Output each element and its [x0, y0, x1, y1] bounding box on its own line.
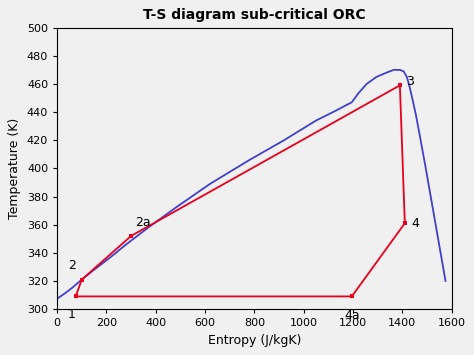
Text: 2: 2 [68, 260, 76, 273]
Text: 4a: 4a [344, 309, 360, 322]
Text: 2a: 2a [135, 216, 150, 229]
Text: 3: 3 [406, 75, 414, 88]
Text: 4: 4 [411, 217, 419, 230]
Title: T-S diagram sub-critical ORC: T-S diagram sub-critical ORC [143, 8, 366, 22]
X-axis label: Entropy (J/kgK): Entropy (J/kgK) [208, 334, 301, 347]
Text: 1: 1 [68, 308, 76, 321]
Y-axis label: Temperature (K): Temperature (K) [9, 118, 21, 219]
